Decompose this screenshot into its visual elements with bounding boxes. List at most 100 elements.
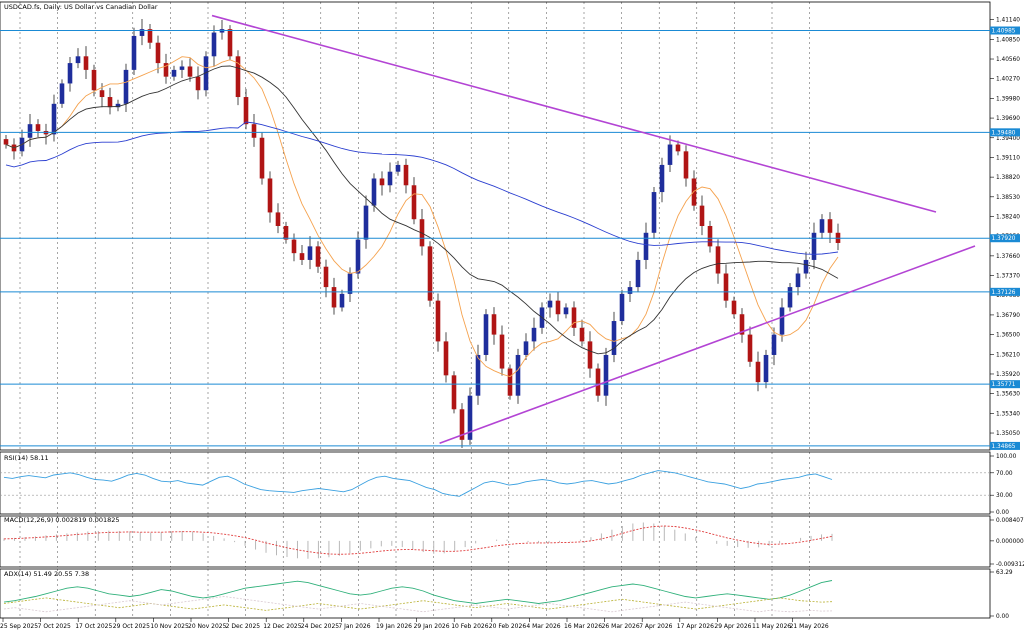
x-tick-label: 10 Nov 2025	[150, 623, 189, 630]
x-tick-label: 21 May 2026	[790, 623, 829, 630]
adx-tick-label: 63.29	[996, 570, 1013, 576]
y-tick-label: 1.35050	[996, 431, 1020, 437]
candle-body	[827, 219, 833, 233]
candle-body	[131, 35, 137, 70]
candle-body	[211, 32, 217, 57]
candle-body	[267, 178, 273, 213]
x-tick-label: 17 Apr 2026	[677, 623, 714, 630]
x-tick-label: 29 Apr 2026	[714, 623, 751, 630]
x-tick-label: 7 Apr 2026	[639, 623, 672, 630]
y-tick-label: 1.35630	[996, 392, 1020, 398]
candle-body	[139, 29, 145, 36]
candle-body	[603, 354, 609, 396]
time-axis: 25 Sep 2025 7 Oct 2025 17 Oct 2025 29 Oct 2…	[0, 618, 829, 630]
plus-di-line	[3, 597, 833, 611]
y-tick-label: 1.38820	[996, 175, 1020, 181]
y-tick-label: 1.39980	[996, 96, 1020, 102]
macd-tick-label: 0.000000	[996, 539, 1024, 545]
slow-ma-line	[5, 121, 839, 255]
candle-body	[667, 144, 673, 165]
candle-body	[291, 239, 297, 254]
candle-body	[51, 103, 57, 135]
rsi-pane[interactable]: 100.00 70.00 30.00 0.00	[0, 451, 1017, 516]
candle-body	[771, 334, 777, 355]
candle-body	[299, 253, 305, 260]
macd-tick-label: 0.008407	[996, 518, 1024, 524]
candle-body	[371, 178, 377, 206]
candle-body	[163, 63, 169, 77]
candle-body	[147, 29, 153, 43]
candle-body	[91, 69, 97, 91]
trendline	[439, 245, 976, 444]
candle-body	[459, 409, 465, 440]
pane-frame	[0, 451, 991, 515]
y-tick-label: 1.41140	[996, 18, 1020, 24]
rsi-tick-label: 0.00	[996, 510, 1009, 516]
x-tick-label: 16 Mar 2026	[564, 623, 602, 630]
level-label-box	[990, 234, 1020, 243]
candle-body	[731, 300, 737, 315]
x-tick-label: 10 Feb 2026	[451, 623, 489, 630]
rsi-line	[3, 470, 833, 497]
y-tick-label: 1.40270	[996, 77, 1020, 83]
macd-title: MACD(12,26,9) 0.002819 0.001825	[4, 516, 120, 524]
adx-line	[3, 580, 833, 604]
price-pane[interactable]: 1.41140 1.40850 1.40560 1.40270 1.39980 1.396…	[0, 1, 1020, 451]
rsi-tick-label: 30.00	[996, 493, 1013, 499]
minus-di-line	[3, 596, 833, 613]
candle-body	[35, 124, 41, 131]
candle-body	[707, 226, 713, 247]
candle-body	[363, 205, 369, 240]
candle-body	[403, 164, 409, 186]
candle-body	[795, 273, 801, 288]
x-tick-label: 20 Nov 2025	[188, 623, 227, 630]
candle-body	[27, 124, 33, 138]
y-tick-label: 1.39690	[996, 116, 1020, 122]
candle-body	[475, 354, 481, 396]
level-label: 1.39480	[992, 130, 1016, 136]
candle-body	[523, 341, 529, 355]
x-tick-label: 29 Oct 2025	[113, 623, 150, 630]
x-tick-label: 7 Jan 2026	[338, 623, 370, 630]
x-tick-label: 26 Mar 2026	[602, 623, 640, 630]
candle-body	[99, 90, 105, 98]
x-tick-label: 17 Oct 2025	[75, 623, 112, 630]
candle-body	[195, 76, 201, 91]
candle-body	[555, 300, 561, 315]
candle-body	[659, 164, 665, 193]
candle-body	[395, 164, 401, 172]
y-tick-label: 1.39400	[996, 136, 1020, 142]
candle-body	[387, 171, 393, 186]
candle-body	[747, 334, 753, 362]
y-tick-label: 1.36790	[996, 313, 1020, 319]
candle-body	[571, 307, 577, 328]
mid-ma-line	[5, 65, 839, 355]
candle-body	[275, 212, 281, 226]
candle-body	[531, 327, 537, 342]
x-tick-label: 12 Dec 2025	[263, 623, 302, 630]
macd-tick-label: -0.009312	[996, 562, 1024, 568]
candle-body	[331, 287, 337, 308]
candle-body	[627, 287, 633, 294]
candle-body	[307, 246, 313, 260]
candle-body	[491, 314, 497, 335]
level-label: 1.37126	[992, 290, 1016, 296]
level-label-box	[990, 441, 1020, 450]
candle-body	[787, 287, 793, 308]
level-label-box	[990, 128, 1020, 137]
candle-body	[251, 124, 257, 138]
candle-body	[715, 246, 721, 274]
y-tick-label: 1.38240	[996, 214, 1020, 220]
level-label-box	[990, 26, 1020, 35]
y-tick-label: 1.40560	[996, 57, 1020, 63]
y-tick-label: 1.36210	[996, 352, 1020, 358]
candle-body	[411, 185, 417, 220]
candle-body	[507, 368, 513, 396]
candle-body	[283, 226, 289, 240]
x-tick-label: 19 Jan 2026	[376, 623, 412, 630]
macd-pane[interactable]: 0.008407 0.000000 -0.009312	[0, 515, 1024, 568]
candle-body	[675, 144, 681, 152]
adx-pane[interactable]: 63.29 0.00	[0, 568, 1013, 620]
pane-frame	[0, 515, 991, 568]
x-tick-label: 29 Jan 2026	[414, 623, 450, 630]
